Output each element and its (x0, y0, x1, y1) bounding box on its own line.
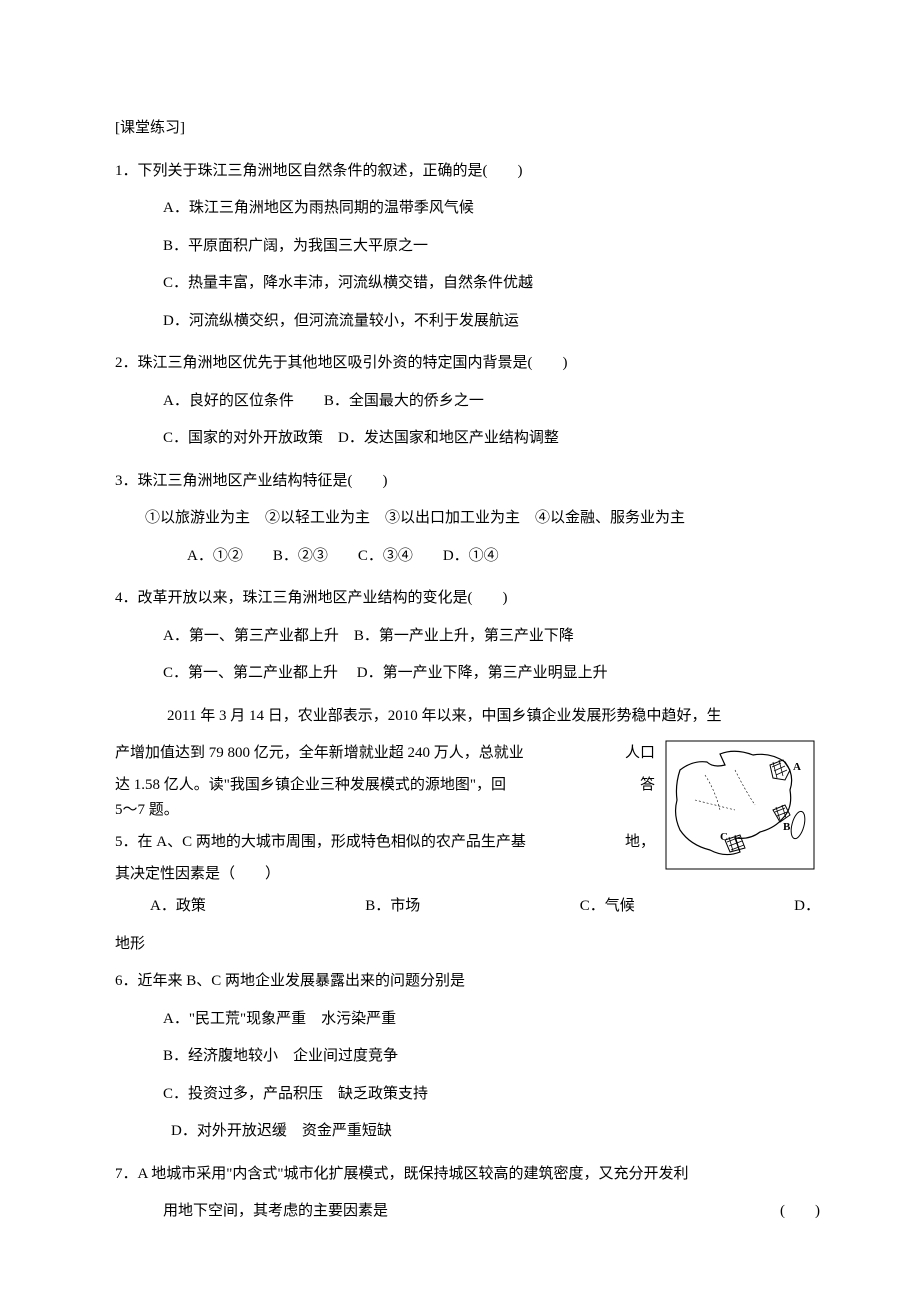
question-1-text: 1．下列关于珠江三角洲地区自然条件的叙述，正确的是( ) (115, 153, 820, 191)
q6-option-b: B．经济腹地较小 企业间过度竞争 (163, 1038, 820, 1076)
map-label-a: A (793, 761, 801, 773)
q5-option-c: C．气候 (580, 888, 635, 926)
q2-option-cd: C．国家的对外开放政策 D．发达国家和地区产业结构调整 (163, 420, 820, 458)
china-map-svg: A B C (665, 740, 815, 870)
q5-text1: 5．在 A、C 两地的大城市周围，形成特色相似的农产品生产基 (115, 824, 526, 862)
question-2-text: 2．珠江三角洲地区优先于其他地区吸引外资的特定国内背景是( ) (115, 345, 820, 383)
q6-option-d: D．对外开放迟缓 资金严重短缺 (163, 1113, 820, 1151)
q1-option-a: A．珠江三角洲地区为雨热同期的温带季风气候 (163, 190, 820, 228)
q3-subtext: ①以旅游业为主 ②以轻工业为主 ③以出口加工业为主 ④以金融、服务业为主 (145, 500, 820, 538)
q5-option-a: A．政策 (150, 888, 206, 926)
intro-line1: 2011 年 3 月 14 日，农业部表示，2010 年以来，中国乡镇企业发展形… (115, 698, 820, 736)
q5-option-b: B．市场 (365, 888, 420, 926)
q5-option-d: D． (794, 888, 820, 926)
intro-line2: 产增加值达到 79 800 亿元，全年新增就业超 240 万人，总就业 (115, 735, 524, 773)
question-7-text1: 7．A 地城市采用"内含式"城市化扩展模式，既保持城区较高的建筑密度，又充分开发… (115, 1156, 820, 1194)
question-1: 1．下列关于珠江三角洲地区自然条件的叙述，正确的是( ) A．珠江三角洲地区为雨… (115, 153, 820, 341)
q5-text1b: 地， (625, 824, 655, 862)
q6-option-c: C．投资过多，产品积压 缺乏政策支持 (163, 1076, 820, 1114)
question-3: 3．珠江三角洲地区产业结构特征是( ) ①以旅游业为主 ②以轻工业为主 ③以出口… (115, 463, 820, 576)
q1-option-b: B．平原面积广阔，为我国三大平原之一 (163, 228, 820, 266)
section-header: [课堂练习] (115, 110, 820, 148)
q5-option-d2: 地形 (115, 926, 820, 964)
q4-option-cd: C．第一、第二产业都上升 D．第一产业下降，第三产业明显上升 (163, 655, 820, 693)
intro-line3b: 答 (640, 773, 655, 797)
map-label-b: B (783, 821, 791, 833)
question-7-text2: 用地下空间，其考虑的主要因素是 (163, 1203, 388, 1219)
q6-option-a: A．"民工荒"现象严重 水污染严重 (163, 1001, 820, 1039)
question-4: 4．改革开放以来，珠江三角洲地区产业结构的变化是( ) A．第一、第三产业都上升… (115, 580, 820, 693)
question-6: 6．近年来 B、C 两地企业发展暴露出来的问题分别是 A．"民工荒"现象严重 水… (115, 963, 820, 1151)
q3-options: A．①② B．②③ C．③④ D．①④ (187, 538, 820, 576)
question-7-paren: ( ) (780, 1193, 820, 1231)
q1-option-c: C．热量丰富，降水丰沛，河流纵横交错，自然条件优越 (163, 265, 820, 303)
q4-option-ab: A．第一、第三产业都上升 B．第一产业上升，第三产业下降 (163, 618, 820, 656)
intro-line2b: 人口 (625, 735, 655, 773)
q2-option-ab: A．良好的区位条件 B．全国最大的侨乡之一 (163, 383, 820, 421)
intro-line3: 达 1.58 亿人。读"我国乡镇企业三种发展模式的源地图"，回 (115, 773, 506, 797)
map-label-c: C (720, 831, 728, 843)
q5-options: A．政策 B．市场 C．气候 D． (115, 888, 820, 926)
map-image: A B C (665, 740, 815, 870)
question-6-text: 6．近年来 B、C 两地企业发展暴露出来的问题分别是 (115, 963, 820, 1001)
question-4-text: 4．改革开放以来，珠江三角洲地区产业结构的变化是( ) (115, 580, 820, 618)
question-3-text: 3．珠江三角洲地区产业结构特征是( ) (115, 463, 820, 501)
question-7: 7．A 地城市采用"内含式"城市化扩展模式，既保持城区较高的建筑密度，又充分开发… (115, 1156, 820, 1231)
q1-option-d: D．河流纵横交织，但河流流量较小，不利于发展航运 (163, 303, 820, 341)
intro-block: 2011 年 3 月 14 日，农业部表示，2010 年以来，中国乡镇企业发展形… (115, 698, 820, 889)
question-2: 2．珠江三角洲地区优先于其他地区吸引外资的特定国内背景是( ) A．良好的区位条… (115, 345, 820, 458)
